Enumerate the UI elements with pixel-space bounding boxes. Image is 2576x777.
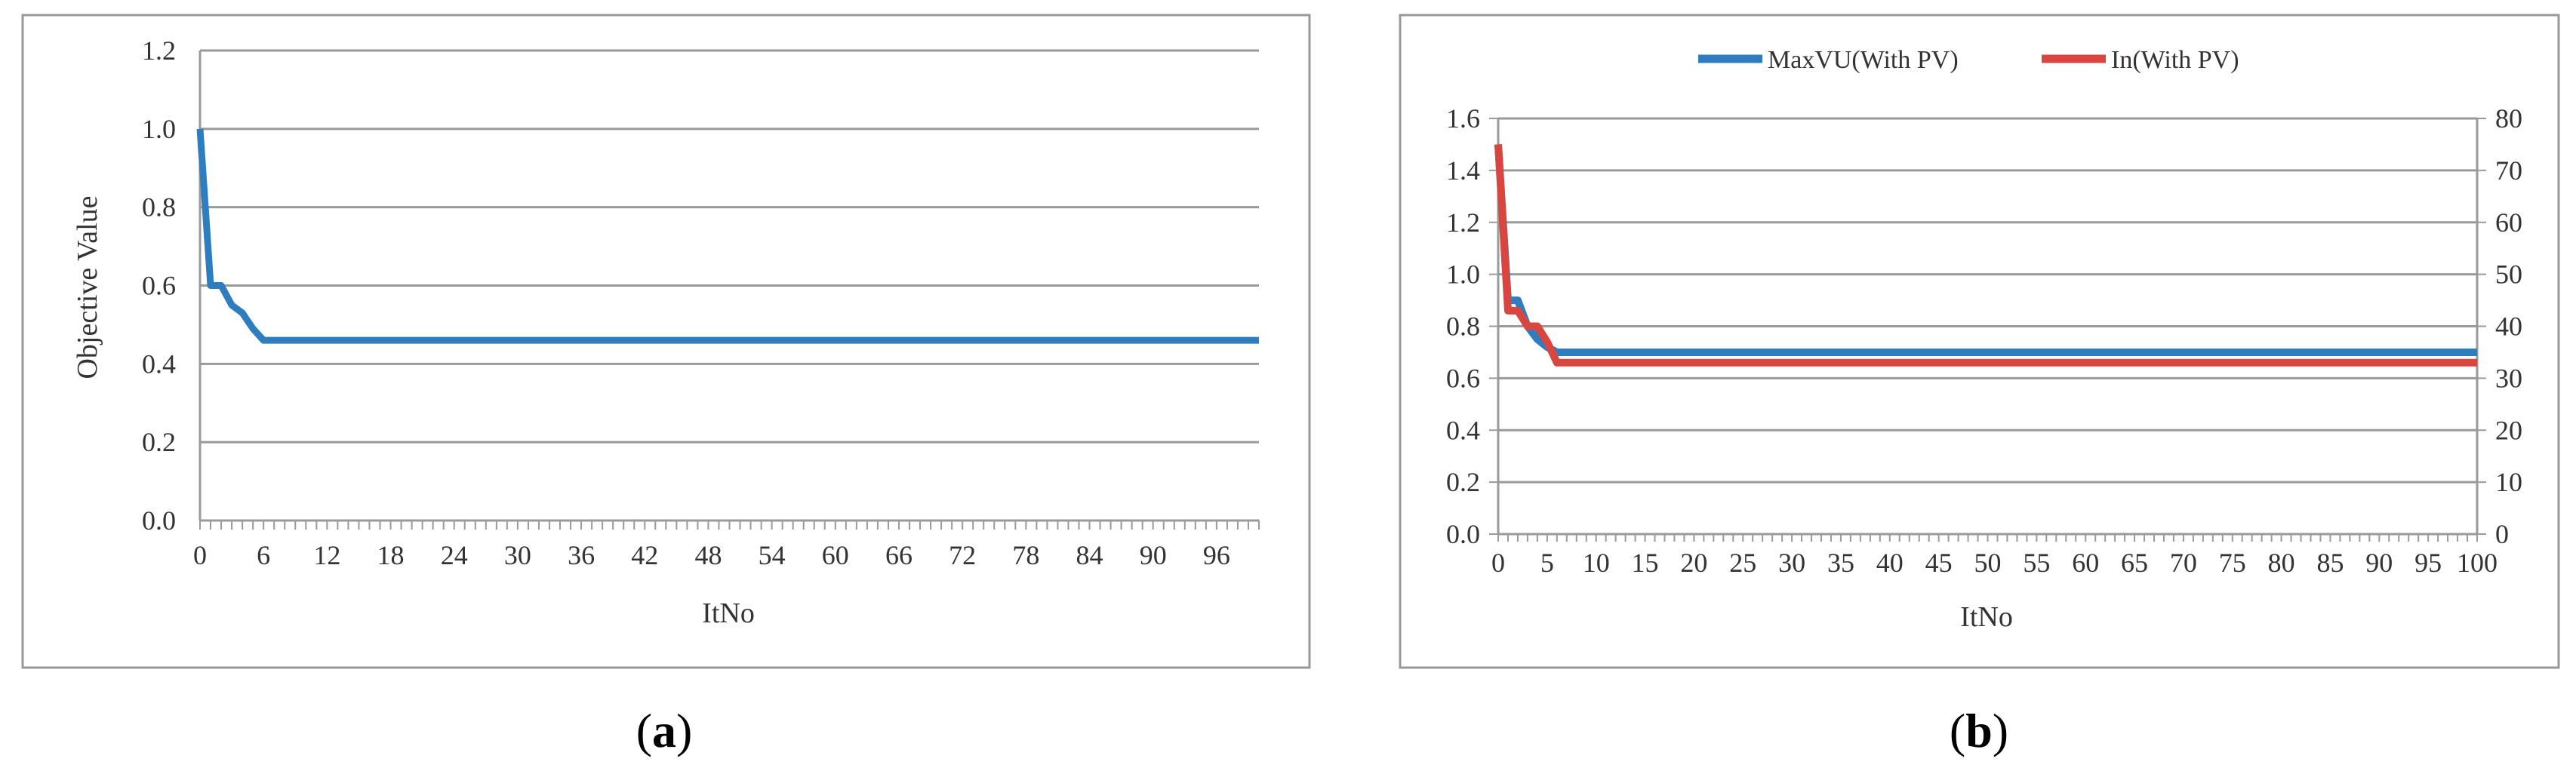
chart-a-x-tick-label: 96 — [1203, 540, 1230, 570]
chart-a-y-tick-label: 1.0 — [142, 114, 176, 144]
chart-b-left-y-tick-label: 1.0 — [1446, 260, 1480, 290]
chart-b-right-y-tick-label: 50 — [2495, 260, 2522, 290]
chart-a-x-tick-label: 72 — [949, 540, 976, 570]
chart-a-x-tick-labels: 0 6 12 18 24 30 36 42 48 54 60 66 72 78 84 90 96 — [193, 540, 1230, 570]
chart-b-left-y-tick-label: 0.8 — [1446, 312, 1480, 342]
chart-a-x-tick-label: 48 — [694, 540, 722, 570]
chart-b-left-y-tick-label: 1.4 — [1446, 155, 1480, 186]
chart-b-x-tick-label: 35 — [1827, 548, 1854, 578]
chart-b-x-tick-labels: 0 5 10 15 20 25 30 35 40 45 50 55 60 65 70 75 80 85 90 95 10… — [1491, 548, 2498, 578]
chart-b-x-tick-label: 75 — [2219, 548, 2246, 578]
chart-a-y-axis-title: Objective Value — [72, 195, 103, 379]
chart-b-x-tick-label: 100 — [2457, 548, 2498, 578]
chart-b-series-lines — [1494, 144, 2477, 367]
chart-b-left-y-tick-label: 1.6 — [1446, 103, 1480, 134]
chart-a-x-tick-label: 18 — [377, 540, 405, 570]
chart-a-x-tick-label: 66 — [885, 540, 913, 570]
chart-b-x-tick-label: 40 — [1876, 548, 1904, 578]
chart-a-x-tick-label: 42 — [631, 540, 658, 570]
chart-b-x-tick-label: 90 — [2365, 548, 2393, 578]
caption-a: (a) — [636, 704, 693, 757]
legend-label-maxvu: MaxVU(With PV) — [1768, 46, 1959, 74]
chart-a-y-tick-label: 0.8 — [142, 192, 176, 223]
chart-b-x-tick-label: 80 — [2268, 548, 2295, 578]
chart-b-x-tick-label: 45 — [1925, 548, 1953, 578]
chart-b-right-y-tick-label: 30 — [2495, 363, 2522, 393]
chart-b-right-y-tick-label: 0 — [2495, 519, 2509, 549]
chart-b-x-tick-label: 10 — [1583, 548, 1610, 578]
chart-b-gridlines — [1498, 117, 2477, 484]
chart-a-y-tick-label: 0.0 — [142, 505, 176, 536]
chart-a-x-tick-label: 24 — [441, 540, 468, 570]
chart-b-x-tick-label: 0 — [1491, 548, 1505, 578]
chart-a-x-tick-label: 60 — [822, 540, 849, 570]
chart-b-right-y-tick-label: 40 — [2495, 312, 2522, 342]
chart-b-left-y-tick-labels: 0.0 0.2 0.4 0.6 0.8 1.0 1.2 1.4 1.6 — [1446, 103, 1480, 549]
chart-a-x-tick-label: 6 — [257, 540, 270, 570]
chart-b-x-tick-label: 95 — [2414, 548, 2442, 578]
chart-a-x-tick-label: 36 — [568, 540, 595, 570]
chart-b-left-y-tick-label: 0.6 — [1446, 363, 1480, 393]
chart-b-x-tick-label: 25 — [1729, 548, 1756, 578]
chart-b-x-tick-label: 15 — [1632, 548, 1659, 578]
chart-b-x-tick-label: 70 — [2170, 548, 2197, 578]
chart-b-legend: MaxVU(With PV) In(With PV) — [1698, 46, 2239, 74]
chart-a-x-tick-label: 84 — [1076, 540, 1103, 570]
chart-b-x-tick-label: 55 — [2023, 548, 2050, 578]
chart-b-right-y-tick-label: 60 — [2495, 207, 2522, 238]
chart-b-x-tick-label: 30 — [1778, 548, 1805, 578]
chart-a-series-lines — [196, 128, 1259, 344]
chart-a-y-tick-label: 0.4 — [142, 349, 176, 379]
chart-a-y-tick-label: 0.6 — [142, 271, 176, 301]
legend-label-in: In(With PV) — [2111, 46, 2239, 74]
chart-b-x-axis-title: ItNo — [1960, 601, 2013, 633]
chart-b-x-tick-label: 65 — [2121, 548, 2148, 578]
chart-a-x-tick-label: 0 — [193, 540, 207, 570]
chart-a-x-tick-label: 54 — [759, 540, 786, 570]
chart-b-x-tick-label: 85 — [2316, 548, 2344, 578]
chart-b-series-line-1 — [1494, 144, 2477, 367]
chart-b-frame — [1399, 14, 2560, 669]
chart-b-right-y-tick-labels: 0 10 20 30 40 50 60 70 80 — [2495, 103, 2522, 549]
chart-b-x-tick-label: 60 — [2072, 548, 2099, 578]
chart-b-right-y-tick-label: 80 — [2495, 103, 2522, 134]
chart-b-left-y-tick-label: 1.2 — [1446, 207, 1480, 238]
chart-b-x-tick-label: 5 — [1540, 548, 1554, 578]
chart-b-left-y-tick-label: 0.2 — [1446, 467, 1480, 497]
chart-b-x-tick-label: 50 — [1974, 548, 2002, 578]
chart-a-x-tick-label: 30 — [504, 540, 531, 570]
caption-b: (b) — [1950, 704, 2008, 757]
chart-a-y-tick-label: 1.2 — [142, 35, 176, 66]
chart-b-right-y-tick-label: 70 — [2495, 155, 2522, 186]
chart-a-x-axis-title: ItNo — [702, 597, 755, 629]
chart-a-x-tick-label: 90 — [1140, 540, 1167, 570]
chart-a-x-tick-label: 78 — [1012, 540, 1039, 570]
chart-a-y-tick-label: 0.2 — [142, 427, 176, 457]
chart-b-left-y-tick-label: 0.0 — [1446, 519, 1480, 549]
chart-b-left-y-tick-label: 0.4 — [1446, 415, 1480, 445]
chart-a-gridlines — [200, 49, 1259, 444]
chart-b-right-y-tick-label: 20 — [2495, 415, 2522, 445]
chart-a-x-tick-label: 12 — [313, 540, 340, 570]
chart-b-x-tick-label: 20 — [1680, 548, 1707, 578]
chart-a-y-tick-labels: 0.0 0.2 0.4 0.6 0.8 1.0 1.2 — [142, 35, 176, 536]
chart-b-right-y-tick-label: 10 — [2495, 467, 2522, 497]
chart-a-axes — [199, 51, 1260, 530]
chart-a-series-line — [196, 128, 1259, 344]
